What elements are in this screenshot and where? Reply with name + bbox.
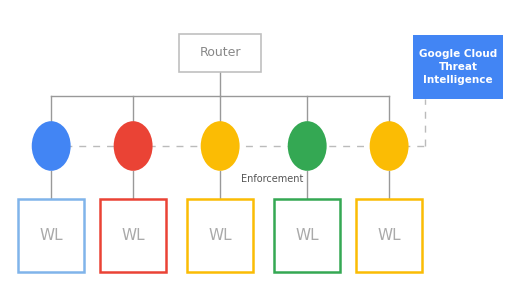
FancyBboxPatch shape	[179, 34, 261, 72]
FancyBboxPatch shape	[18, 199, 84, 272]
Text: Google Cloud
Threat
Intelligence: Google Cloud Threat Intelligence	[419, 49, 497, 85]
Text: WL: WL	[121, 227, 145, 243]
Text: Enforcement: Enforcement	[241, 174, 303, 184]
FancyBboxPatch shape	[187, 199, 253, 272]
Ellipse shape	[370, 121, 409, 171]
Ellipse shape	[114, 121, 153, 171]
Text: WL: WL	[377, 227, 401, 243]
Text: WL: WL	[295, 227, 319, 243]
Ellipse shape	[201, 121, 240, 171]
Text: Router: Router	[199, 46, 241, 59]
Ellipse shape	[32, 121, 71, 171]
FancyBboxPatch shape	[356, 199, 422, 272]
FancyBboxPatch shape	[274, 199, 340, 272]
Ellipse shape	[288, 121, 327, 171]
FancyBboxPatch shape	[414, 35, 503, 99]
FancyBboxPatch shape	[100, 199, 166, 272]
Text: WL: WL	[39, 227, 63, 243]
Text: WL: WL	[208, 227, 232, 243]
